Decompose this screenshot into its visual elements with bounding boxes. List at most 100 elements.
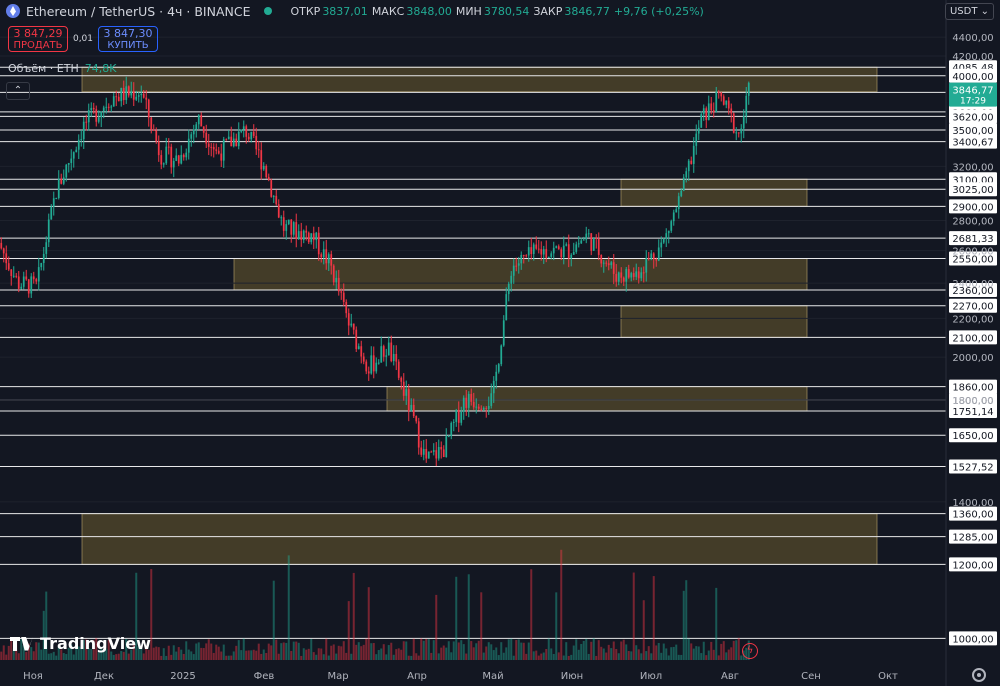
volume-bar [427, 639, 430, 660]
volume-bar [62, 653, 65, 660]
candle [315, 232, 318, 241]
level-tag-1 [949, 68, 997, 83]
candle [645, 258, 648, 273]
volume-bar [715, 587, 718, 660]
candle [392, 353, 395, 362]
candle [462, 397, 465, 412]
volume-bar [532, 651, 535, 660]
volume-bar [65, 654, 68, 660]
candle [295, 222, 298, 239]
candle [187, 138, 190, 153]
candle [635, 271, 638, 277]
level-lines [0, 36, 946, 639]
candle [325, 249, 328, 264]
volume-bar [702, 641, 705, 660]
volume-bar [435, 594, 438, 660]
volume-bar [82, 640, 85, 660]
level-label-6: 3400,67 [952, 138, 993, 149]
volume-bar [177, 647, 180, 660]
volume-bar [697, 646, 700, 660]
volume-bar [327, 655, 330, 660]
x-tick-5: Апр [407, 671, 427, 682]
buy-button[interactable]: 3 847,30 КУПИТЬ [98, 26, 158, 52]
volume-bar [700, 653, 703, 660]
volume-bar [492, 650, 495, 660]
volume-bar [282, 642, 285, 660]
volume-bar [537, 655, 540, 660]
volume-bar [552, 653, 555, 660]
volume-bar [315, 654, 318, 660]
candle [510, 275, 513, 284]
candle [682, 177, 685, 191]
volume-bar [397, 648, 400, 660]
candle [735, 132, 738, 134]
volume-bar [460, 640, 463, 660]
candle [320, 254, 323, 258]
volume-bar [337, 645, 340, 660]
volume-bar [490, 644, 493, 660]
volume-bar [40, 649, 43, 660]
candle [402, 381, 405, 396]
volume-bar [325, 638, 328, 660]
candle [467, 393, 470, 408]
candle [587, 233, 590, 235]
symbol-title[interactable]: Ethereum / TetherUS · 4ч · BINANCE [26, 3, 251, 19]
volume-bar [665, 648, 668, 660]
candle [485, 407, 488, 409]
candle [660, 242, 663, 248]
volume-bar [32, 651, 35, 660]
candle [500, 345, 503, 365]
candle [240, 129, 243, 132]
candle [365, 361, 368, 372]
candle [525, 255, 528, 257]
current-price-tag [949, 82, 997, 107]
volume-bar [335, 653, 338, 660]
volume-bar [367, 587, 370, 660]
lightning-icon[interactable]: ϟ [742, 643, 758, 659]
volume-bar [122, 651, 125, 660]
volume-bar [115, 654, 118, 660]
volume-bar [655, 645, 658, 660]
candle [540, 249, 543, 255]
sell-button[interactable]: 3 847,29 ПРОДАТЬ [8, 26, 68, 52]
volume-bar [465, 653, 468, 660]
gear-icon[interactable] [972, 668, 986, 682]
y-tick-2: 3200,00 [952, 162, 993, 173]
candle [552, 247, 555, 254]
currency-select[interactable]: USDT ⌄ [944, 3, 994, 20]
volume-bar [577, 649, 580, 660]
volume-bar [515, 640, 518, 660]
collapse-legend-button[interactable]: ⌃ [6, 82, 30, 100]
volume-bar [332, 644, 335, 660]
candle [130, 91, 133, 96]
low-value: 3780,54 [483, 4, 530, 18]
volume-bar [200, 647, 203, 660]
volume-bar [135, 572, 138, 660]
candle [42, 253, 45, 264]
candle [252, 131, 255, 136]
candle [257, 149, 260, 151]
level-tag-5 [949, 122, 997, 137]
candle [340, 291, 343, 293]
volume-bar [407, 655, 410, 660]
zone-0 [81, 66, 878, 93]
volume-bar [102, 651, 105, 660]
candle [212, 147, 215, 150]
level-label-16: 1800,00 [952, 396, 993, 407]
candle [435, 450, 438, 459]
volume-bar [682, 590, 685, 660]
level-tag-4 [949, 109, 997, 124]
candle [542, 249, 545, 255]
volume-bar [572, 645, 575, 660]
candle [452, 421, 455, 423]
volume-bar [232, 651, 235, 660]
candle [12, 275, 15, 277]
market-open-icon [264, 7, 273, 15]
volume-bar [380, 648, 383, 660]
candle [407, 389, 410, 412]
candle [677, 196, 680, 210]
volume-bar [295, 641, 298, 660]
candle [282, 217, 285, 231]
